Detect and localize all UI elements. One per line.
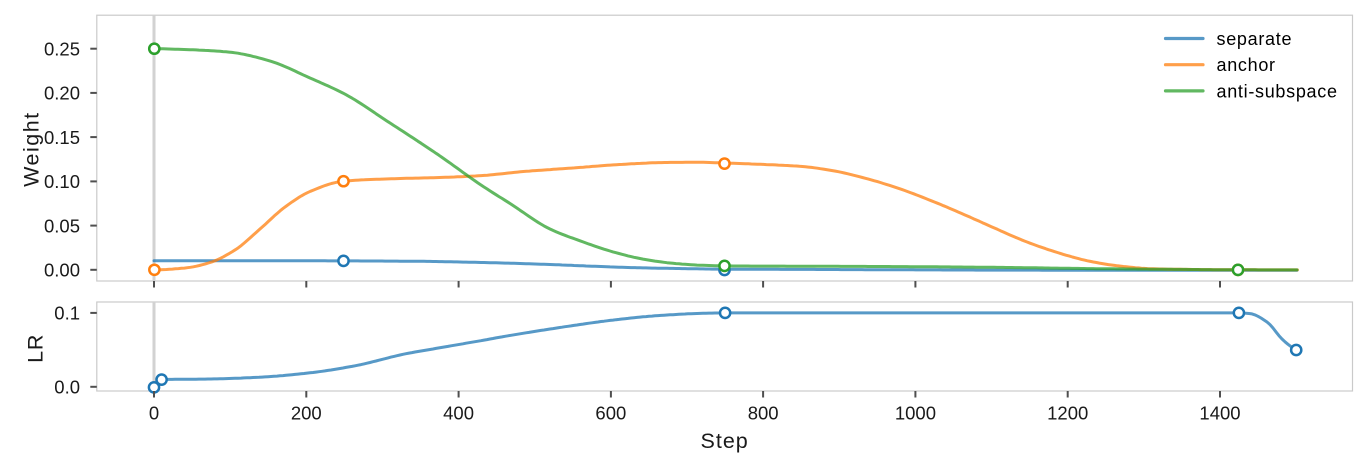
svg-text:separate: separate [1217, 29, 1293, 49]
svg-text:0.1: 0.1 [54, 303, 80, 324]
svg-text:1000: 1000 [895, 402, 936, 423]
svg-text:600: 600 [595, 402, 626, 423]
svg-text:0.0: 0.0 [54, 377, 80, 398]
svg-text:1400: 1400 [1199, 402, 1240, 423]
svg-text:800: 800 [748, 402, 779, 423]
svg-text:0.00: 0.00 [44, 260, 80, 281]
svg-text:0.25: 0.25 [44, 38, 80, 59]
svg-text:1200: 1200 [1047, 402, 1088, 423]
svg-text:0.10: 0.10 [44, 171, 80, 192]
svg-text:200: 200 [291, 402, 322, 423]
svg-text:anchor: anchor [1217, 55, 1276, 75]
svg-text:0.15: 0.15 [44, 127, 80, 148]
svg-text:0.20: 0.20 [44, 83, 80, 104]
svg-text:400: 400 [443, 402, 474, 423]
svg-text:Weight: Weight [20, 111, 44, 187]
svg-text:LR: LR [24, 334, 48, 363]
svg-text:anti-subspace: anti-subspace [1217, 81, 1338, 101]
svg-text:Step: Step [701, 429, 749, 453]
svg-text:0.05: 0.05 [44, 215, 80, 236]
svg-text:0: 0 [149, 402, 159, 423]
